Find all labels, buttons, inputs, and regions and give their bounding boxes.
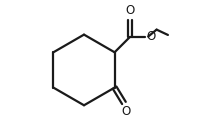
Text: O: O [121, 105, 130, 118]
Text: O: O [146, 30, 156, 43]
Text: O: O [125, 4, 135, 17]
